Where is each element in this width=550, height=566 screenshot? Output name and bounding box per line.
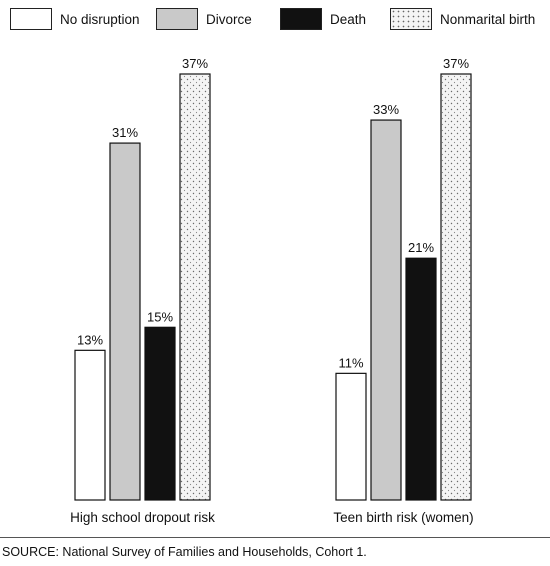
data-label-no-disruption-high-school-dropout-risk: 13% [77, 332, 103, 347]
legend-item-divorce: Divorce [156, 6, 252, 32]
data-label-nonmarital-birth-teen-birth-risk-women: 37% [443, 56, 469, 71]
bar-no-disruption-high-school-dropout-risk [74, 349, 106, 501]
bar-nonmarital-birth-teen-birth-risk-women [440, 73, 472, 501]
bar-chart: 13% 31% 15% 37% High school dropout risk 11% 3… [70, 56, 474, 525]
legend-label-death: Death [330, 11, 367, 27]
legend-swatch-no-disruption [10, 8, 52, 30]
legend: No disruption Divorce Death Nonmarital b… [10, 6, 546, 32]
data-label-divorce-high-school-dropout-risk: 31% [112, 125, 138, 140]
data-label-nonmarital-birth-high-school-dropout-risk: 37% [182, 56, 208, 71]
data-label-divorce-teen-birth-risk-women: 33% [373, 102, 399, 117]
legend-label-no-disruption: No disruption [60, 11, 140, 27]
legend-label-divorce: Divorce [206, 11, 252, 27]
legend-swatch-nonmarital-birth [390, 8, 432, 30]
legend-item-no-disruption: No disruption [10, 6, 140, 32]
bar-divorce-teen-birth-risk-women [370, 119, 402, 501]
bar-death-high-school-dropout-risk [144, 326, 176, 501]
data-label-death-teen-birth-risk-women: 21% [408, 240, 434, 255]
bar-divorce-high-school-dropout-risk [109, 142, 141, 501]
legend-item-nonmarital-birth: Nonmarital birth [390, 6, 535, 32]
legend-item-death: Death [280, 6, 366, 32]
bar-nonmarital-birth-high-school-dropout-risk [179, 73, 211, 501]
source-note: SOURCE: National Survey of Families and … [2, 545, 367, 559]
data-label-death-high-school-dropout-risk: 15% [147, 309, 173, 324]
category-label-teen-birth-risk-women: Teen birth risk (women) [333, 510, 473, 525]
category-label-high-school-dropout-risk: High school dropout risk [70, 510, 215, 525]
bar-death-teen-birth-risk-women [405, 257, 437, 501]
legend-swatch-death [280, 8, 322, 30]
data-label-no-disruption-teen-birth-risk-women: 11% [338, 355, 363, 370]
legend-swatch-divorce [156, 8, 198, 30]
footer-rule [0, 537, 550, 538]
bar-no-disruption-teen-birth-risk-women [335, 372, 367, 501]
legend-label-nonmarital-birth: Nonmarital birth [440, 11, 536, 27]
